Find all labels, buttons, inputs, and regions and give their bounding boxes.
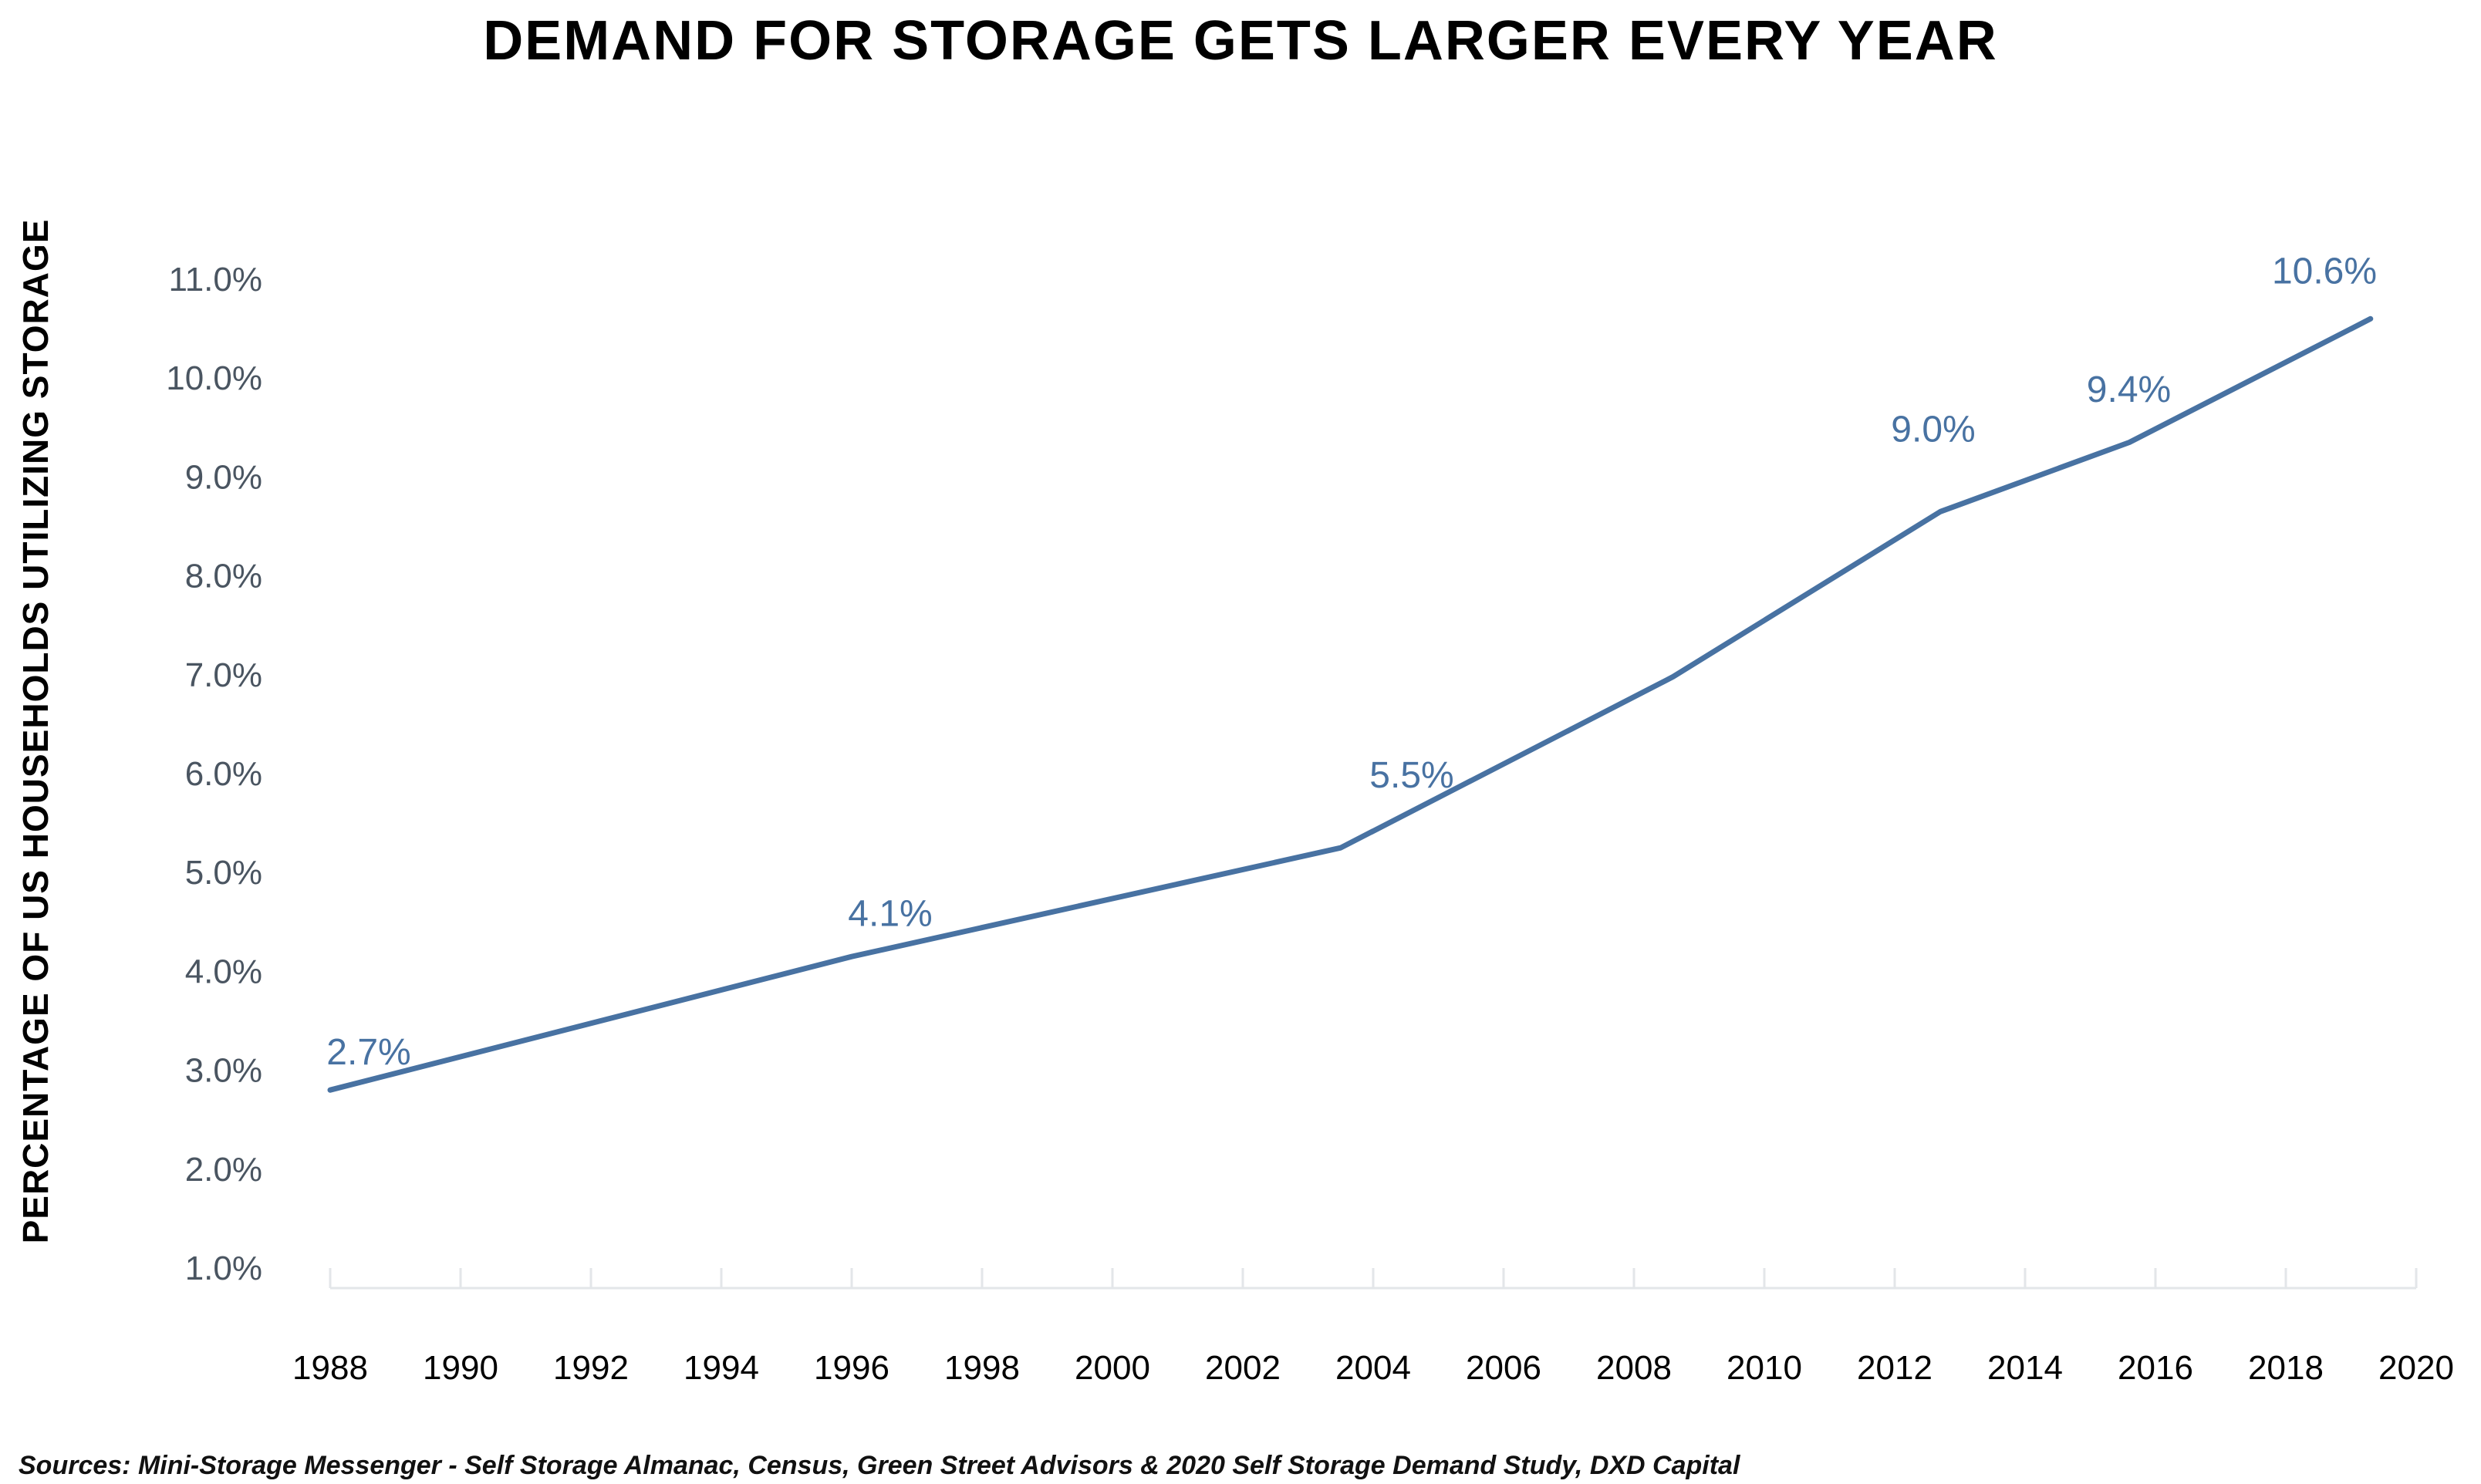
y-tick-label: 1.0% [185, 1250, 262, 1287]
data-label: 4.1% [848, 894, 932, 935]
x-tick-label: 2006 [1466, 1349, 1541, 1387]
x-tick-label: 2000 [1075, 1349, 1150, 1387]
x-tick-label: 1996 [814, 1349, 889, 1387]
x-tick-label: 2014 [1987, 1349, 2063, 1387]
chart-title: DEMAND FOR STORAGE GETS LARGER EVERY YEA… [483, 10, 1998, 72]
data-label: 10.6% [2272, 251, 2377, 292]
x-tick-label: 2008 [1596, 1349, 1672, 1387]
x-tick-label: 1998 [944, 1349, 1020, 1387]
y-tick-label: 3.0% [185, 1052, 262, 1090]
data-label: 5.5% [1369, 755, 1453, 796]
x-tick-label: 1988 [292, 1349, 368, 1387]
x-tick-label: 2020 [2378, 1349, 2454, 1387]
x-tick-label: 2012 [1857, 1349, 1932, 1387]
x-tick-label: 2002 [1205, 1349, 1281, 1387]
y-tick-label: 11.0% [169, 261, 263, 298]
y-tick-label: 7.0% [185, 656, 262, 694]
y-tick-label: 6.0% [185, 755, 262, 793]
y-tick-label: 9.0% [185, 458, 262, 496]
y-tick-label: 2.0% [185, 1151, 262, 1189]
line-chart: 1.0% 2.0% 3.0% 4.0% 5.0% 6.0% 7.0% 8.0% 9.0% 10.0… [166, 251, 2454, 1387]
x-tick-label: 2016 [2118, 1349, 2193, 1387]
series-line [327, 315, 2374, 1093]
y-tick-label: 10.0% [166, 359, 262, 397]
data-label: 9.0% [1891, 409, 1975, 450]
x-tick-label: 1990 [423, 1349, 498, 1387]
y-tick-label: 8.0% [185, 558, 262, 595]
y-tick-label: 4.0% [185, 953, 262, 990]
data-label: 2.7% [326, 1032, 410, 1073]
data-label: 9.4% [2087, 369, 2171, 410]
y-tick-label: 5.0% [185, 854, 262, 892]
x-tick-label: 1994 [684, 1349, 759, 1387]
x-tick-label: 2010 [1727, 1349, 1802, 1387]
x-tick-label: 2018 [2248, 1349, 2324, 1387]
source-note: Sources: Mini-Storage Messenger - Self S… [19, 1451, 1740, 1480]
x-tick-label: 2004 [1335, 1349, 1411, 1387]
x-tick-label: 1992 [553, 1349, 629, 1387]
